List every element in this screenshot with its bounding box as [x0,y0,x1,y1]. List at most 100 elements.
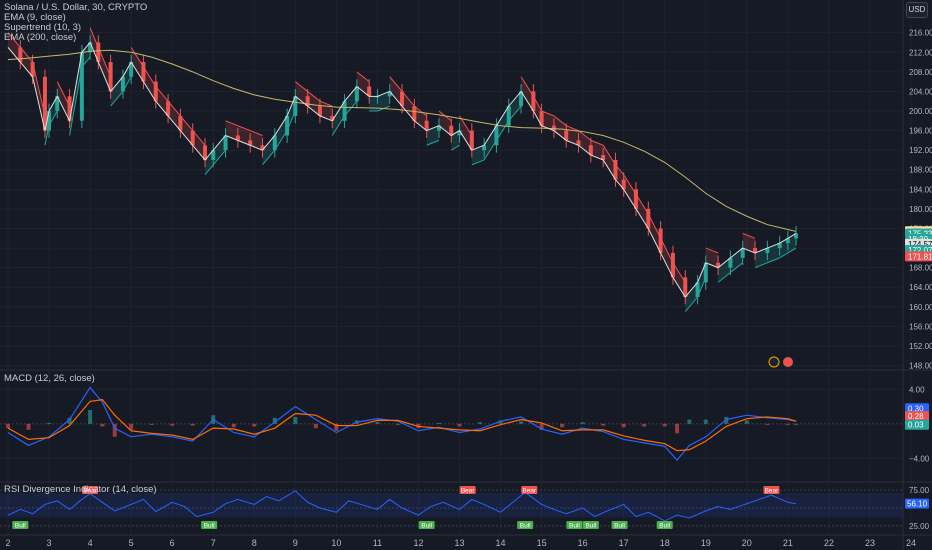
candle-body[interactable] [794,233,799,239]
candle-body[interactable] [633,189,638,209]
macd-histogram-bar[interactable] [112,423,117,437]
candle-body[interactable] [551,125,556,131]
macd-histogram-bar[interactable] [539,423,544,430]
time-tick-label[interactable]: 7 [211,538,216,548]
bull-signal-tag[interactable]: Bull [566,521,583,530]
bull-signal-tag[interactable]: Bull [582,521,599,530]
macd-histogram-bar[interactable] [67,417,72,424]
price-tick-label[interactable]: 184.00 [909,185,932,194]
macd-histogram-bar[interactable] [26,423,31,430]
ema200-line[interactable] [7,49,797,232]
time-tick-label[interactable]: 8 [252,538,257,548]
bull-signal-tag[interactable]: Bull [517,521,534,530]
macd-panel[interactable] [6,386,799,462]
candle-body[interactable] [30,62,35,77]
candle-body[interactable] [482,145,487,151]
price-tick-label[interactable]: 148.00 [909,362,932,371]
candle-body[interactable] [47,111,52,131]
candle-body[interactable] [424,120,429,131]
macd-histogram-bar[interactable] [252,423,257,427]
macd-tick-label[interactable]: −4.00 [909,454,930,463]
macd-histogram-bar[interactable] [293,416,298,424]
candle-body[interactable] [88,42,93,53]
macd-histogram-bar[interactable] [231,423,236,428]
candle-body[interactable] [449,125,454,136]
time-tick-label[interactable]: 16 [578,538,588,548]
macd-histogram-bar[interactable] [621,423,626,428]
macd-histogram-bar[interactable] [395,423,400,425]
macd-histogram-bar[interactable] [675,423,680,434]
macd-histogram-bar[interactable] [724,416,729,424]
candle-body[interactable] [223,135,228,151]
time-tick-label[interactable]: 24 [906,538,916,548]
candle-body[interactable] [506,106,511,126]
candle-body[interactable] [129,62,134,77]
candle-body[interactable] [153,81,158,102]
rsi-panel[interactable]: Bear Bear Bear Bear Bull Bull Bull Bull Bull Bull… [0,486,903,530]
candle-body[interactable] [519,91,524,107]
candle-body[interactable] [728,257,733,268]
candle-body[interactable] [285,115,290,136]
rsi-line[interactable] [7,490,797,522]
rsi-tick-label[interactable]: 75.00 [909,486,930,495]
rsi-tick-label[interactable]: 25.00 [909,522,930,531]
time-tick-label[interactable]: 4 [88,538,93,548]
candle-body[interactable] [108,62,113,92]
macd-value-label[interactable]: 0.03 [905,419,929,430]
candle-body[interactable] [203,145,208,160]
ema9-legend[interactable]: EMA (9, close) [4,12,66,23]
macd-value-label[interactable]: 0.28 [905,411,929,422]
candle-body[interactable] [703,262,708,283]
price-tick-label[interactable]: 188.00 [909,166,932,175]
bear-signal-tag[interactable]: Bear [521,486,538,495]
candle-body[interactable] [412,106,417,121]
bull-signal-tag[interactable]: Bull [656,521,673,530]
macd-histogram-bar[interactable] [47,422,52,424]
bear-signal-tag[interactable]: Bear [459,486,476,495]
macd-histogram-bar[interactable] [703,419,708,424]
candle-body[interactable] [260,145,265,151]
time-tick-label[interactable]: 23 [865,538,875,548]
candle-body[interactable] [695,282,700,298]
time-tick-label[interactable]: 20 [742,538,752,548]
candle-body[interactable] [272,135,277,151]
price-tick-label[interactable]: 152.00 [909,342,932,351]
price-tick-label[interactable]: 164.00 [909,283,932,292]
macd-histogram-bar[interactable] [580,422,585,424]
macd-histogram-bar[interactable] [6,423,10,429]
price-tick-label[interactable]: 208.00 [909,68,932,77]
macd-histogram-bar[interactable] [149,423,154,425]
price-tick-label[interactable]: 204.00 [909,87,932,96]
candle-body[interactable] [293,96,298,116]
candle-body[interactable] [436,125,441,131]
macd-histogram-bar[interactable] [88,410,93,424]
macd-histogram-bar[interactable] [687,419,692,424]
candle-body[interactable] [67,96,72,121]
candle-body[interactable] [785,238,790,244]
candle-body[interactable] [716,262,721,268]
candle-body[interactable] [469,130,474,151]
macd-histogram-bar[interactable] [794,423,799,425]
price-tick-label[interactable]: 168.00 [909,264,932,273]
candle-body[interactable] [387,91,392,97]
price-tick-label[interactable]: 200.00 [909,107,932,116]
candle-body[interactable] [646,208,651,229]
candle-body[interactable] [683,277,688,298]
time-tick-label[interactable]: 21 [783,538,793,548]
candle-body[interactable] [740,248,745,258]
candle-body[interactable] [42,76,47,131]
candle-body[interactable] [305,96,310,107]
price-tick-label[interactable]: 216.00 [909,29,932,38]
candle-body[interactable] [190,130,195,146]
ema9-line[interactable] [7,41,797,298]
price-tick-label[interactable]: 192.00 [909,146,932,155]
time-tick-label[interactable]: 10 [331,538,341,548]
candle-body[interactable] [658,228,663,253]
price-tick-label[interactable]: 212.00 [909,48,932,57]
macd-histogram-bar[interactable] [560,423,565,428]
macd-legend[interactable]: MACD (12, 26, close) [4,374,95,384]
macd-histogram-bar[interactable] [662,423,667,427]
time-axis[interactable]: 2 3 4 5 6 7 8 9 10 11 12 13 14 15 16 17 18 19 20 21 22 23 24 [5,538,916,548]
price-tick-label[interactable]: 156.00 [909,322,932,331]
